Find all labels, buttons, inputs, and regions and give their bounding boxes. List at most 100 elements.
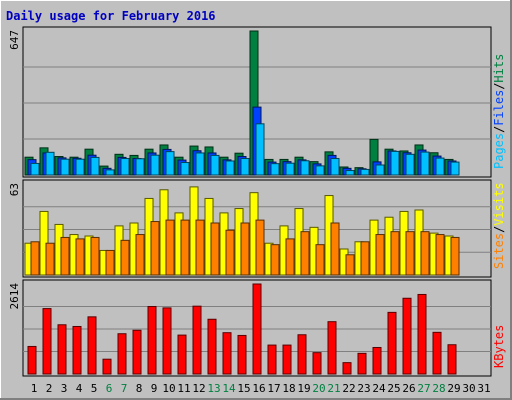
bar-kbytes-day-9 <box>147 306 157 375</box>
bar-kbytes-day-3 <box>57 324 67 375</box>
x-tick-label: 31 <box>477 382 490 395</box>
bar-pages-day-11 <box>180 162 190 176</box>
bar-kbytes-day-25 <box>387 311 397 375</box>
bar-pages-day-12 <box>195 152 205 176</box>
bar-kbytes-day-6 <box>102 358 112 375</box>
x-tick-label: 23 <box>357 382 370 395</box>
bar-kbytes-day-22 <box>342 362 352 375</box>
bar-sites-day-27 <box>420 231 430 276</box>
bar-pages-day-8 <box>135 158 145 176</box>
bar-sites-day-29 <box>450 236 460 276</box>
x-tick-label: 18 <box>282 382 295 395</box>
x-tick-label: 9 <box>151 382 158 395</box>
bar-sites-day-16 <box>255 219 265 276</box>
panel-visits-sites: 63 Sites/Visits <box>8 179 506 278</box>
x-tick-label: 24 <box>372 382 386 395</box>
bar-pages-day-18 <box>285 162 295 176</box>
bar-kbytes-day-24 <box>372 346 382 375</box>
bar-kbytes-day-23 <box>357 352 367 375</box>
panel-kbytes: 2614 KBytes <box>8 279 506 377</box>
bar-pages-day-2 <box>45 151 55 176</box>
bar-pages-day-4 <box>75 158 85 176</box>
x-tick-label: 15 <box>237 382 250 395</box>
legend-kbytes: KBytes <box>492 325 506 368</box>
x-tick-label: 30 <box>462 382 475 395</box>
bar-sites-day-1 <box>30 241 40 276</box>
bar-sites-day-4 <box>75 238 85 276</box>
bar-sites-day-14 <box>225 229 235 276</box>
bar-sites-day-18 <box>285 238 295 276</box>
bar-pages-day-26 <box>405 153 415 176</box>
bar-kbytes-day-8 <box>132 329 142 375</box>
bar-pages-day-16 <box>255 123 265 176</box>
bar-sites-day-2 <box>45 242 55 276</box>
bar-pages-day-14 <box>225 160 235 176</box>
axis-max-label: 63 <box>8 183 21 196</box>
x-tick-label: 26 <box>402 382 415 395</box>
x-tick-label: 3 <box>61 382 68 395</box>
bar-kbytes-day-16 <box>252 283 262 375</box>
bar-sites-day-8 <box>135 234 145 276</box>
bar-pages-day-9 <box>150 154 160 176</box>
bar-sites-day-9 <box>150 221 160 276</box>
bar-kbytes-day-7 <box>117 333 127 375</box>
legend-separator: / <box>492 83 506 90</box>
legend-separator: / <box>492 126 506 133</box>
x-tick-label: 22 <box>342 382 355 395</box>
bar-pages-day-13 <box>210 154 220 176</box>
x-tick-label: 10 <box>162 382 175 395</box>
x-tick-label: 29 <box>447 382 460 395</box>
x-tick-label: 21 <box>327 382 340 395</box>
bar-kbytes-day-29 <box>447 344 457 375</box>
x-tick-label: 1 <box>31 382 38 395</box>
bar-sites-day-13 <box>210 222 220 276</box>
bar-pages-day-25 <box>390 150 400 176</box>
bar-sites-day-21 <box>330 222 340 276</box>
bar-sites-day-28 <box>435 234 445 276</box>
axis-max-label: 647 <box>8 30 21 50</box>
bar-pages-day-19 <box>300 160 310 176</box>
x-axis: 1 2 3 4 5 6 7 8 9 10 11 12 13 14 15 16 17 18 19 20 21 22 23 24 2… <box>31 382 491 395</box>
bar-pages-day-1 <box>30 162 40 176</box>
bar-pages-day-23 <box>360 168 370 176</box>
bar-kbytes-day-17 <box>267 344 277 375</box>
legend-separator: / <box>492 226 506 233</box>
bar-sites-day-10 <box>165 219 175 276</box>
bar-kbytes-day-5 <box>87 316 97 375</box>
x-tick-label: 4 <box>76 382 83 395</box>
legend-visits: Visits <box>492 182 506 225</box>
bar-sites-day-17 <box>270 244 280 276</box>
x-tick-label: 17 <box>267 382 280 395</box>
x-tick-label: 27 <box>417 382 430 395</box>
axis-max-label: 2614 <box>8 283 21 310</box>
chart-panels: 647Pages/Files/Hits63Sites/Visits2614KBy… <box>8 26 506 377</box>
bar-pages-day-24 <box>375 164 385 176</box>
x-tick-label: 13 <box>207 382 220 395</box>
x-tick-label: 11 <box>177 382 190 395</box>
bar-kbytes-day-27 <box>417 293 427 375</box>
bar-sites-day-3 <box>60 236 70 276</box>
legend-sites: Sites <box>492 233 506 269</box>
x-tick-label: 8 <box>136 382 143 395</box>
bar-sites-day-24 <box>375 234 385 276</box>
bar-sites-day-22 <box>345 254 355 276</box>
x-tick-label: 5 <box>91 382 98 395</box>
bar-pages-day-7 <box>120 158 130 176</box>
x-tick-label: 28 <box>432 382 445 395</box>
bar-sites-day-5 <box>90 236 100 276</box>
bar-kbytes-day-13 <box>207 318 217 375</box>
x-tick-label: 25 <box>387 382 400 395</box>
bar-kbytes-day-28 <box>432 331 442 375</box>
bar-sites-day-25 <box>390 231 400 276</box>
bar-pages-day-21 <box>330 158 340 176</box>
bar-pages-day-20 <box>315 165 325 176</box>
bar-sites-day-20 <box>315 244 325 276</box>
x-tick-label: 7 <box>121 382 128 395</box>
legend-pages: Pages <box>492 133 506 169</box>
bar-kbytes-day-12 <box>192 305 202 375</box>
x-tick-label: 19 <box>297 382 310 395</box>
x-tick-label: 6 <box>106 382 113 395</box>
